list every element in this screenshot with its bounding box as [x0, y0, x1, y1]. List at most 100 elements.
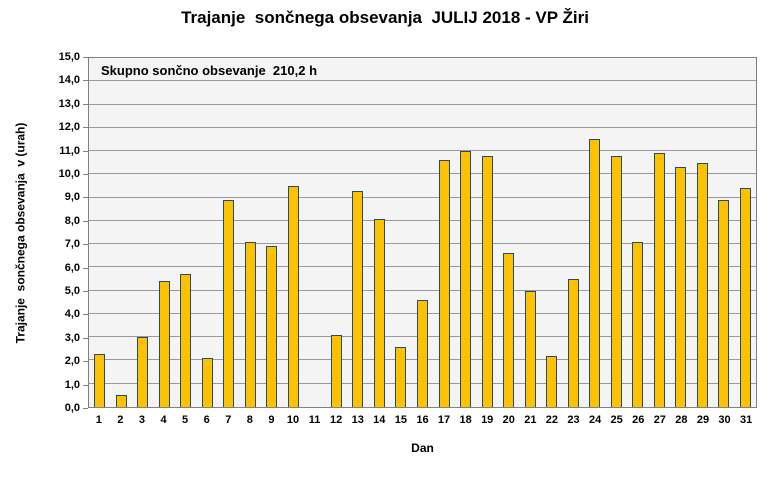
bar-slot-day-16	[412, 58, 434, 407]
gridline	[89, 219, 756, 221]
bar-day-6	[201, 358, 213, 407]
bar-slot-day-8	[240, 58, 262, 407]
bar-day-23	[567, 279, 579, 407]
gridline	[89, 243, 756, 245]
bar-day-29	[696, 162, 708, 407]
bar-slot-day-1	[89, 58, 111, 407]
x-tick-label: 23	[567, 414, 580, 426]
x-tick-label: 29	[696, 414, 710, 426]
bar-slot-day-3	[132, 58, 154, 407]
y-tick-mark	[83, 314, 88, 316]
bar-day-19	[481, 155, 493, 407]
y-tick-mark	[83, 291, 88, 292]
bar-slot-day-31	[734, 58, 756, 407]
y-tick-label: 12,0	[58, 121, 80, 134]
bar-day-5	[180, 274, 192, 407]
y-tick-label: 4,0	[64, 308, 80, 321]
bar-day-15	[395, 346, 407, 407]
bar-slot-day-26	[627, 58, 649, 407]
x-tick-label: 2	[117, 414, 124, 426]
bar-slot-day-14	[369, 58, 391, 407]
y-tick-label: 10,0	[58, 168, 80, 180]
y-tick-label: 14,0	[58, 74, 80, 87]
bar-day-31	[739, 188, 751, 407]
x-tick-label: 27	[653, 414, 666, 426]
x-tick-label: 30	[718, 414, 731, 426]
bar-day-25	[610, 155, 622, 407]
x-tick-label: 3	[138, 414, 145, 426]
x-tick-label: 4	[160, 414, 167, 426]
y-tick-mark	[83, 80, 88, 82]
y-axis-tick-marks	[83, 57, 88, 409]
y-axis-labels: 0,0 1,0 2,0 3,0 4,0 5,0 6,0 7,0 8,0 9,0 10,0 11,0 12…	[0, 51, 80, 414]
bar-slot-day-15	[390, 58, 412, 407]
gridline	[89, 289, 756, 291]
y-tick-label: 11,0	[59, 144, 80, 157]
y-tick-label: 5,0	[64, 285, 80, 297]
bar-slot-day-6	[197, 58, 219, 407]
bar-slot-day-29	[691, 58, 713, 407]
y-tick-mark	[83, 384, 88, 386]
y-tick-mark	[83, 150, 88, 152]
bar-slot-day-22	[541, 58, 563, 407]
gridline	[89, 196, 756, 198]
x-tick-label: 10	[286, 414, 300, 426]
bar-slot-day-25	[605, 58, 627, 407]
bar-day-27	[653, 153, 665, 407]
y-tick-label: 8,0	[64, 214, 80, 227]
bar-day-26	[632, 241, 644, 407]
y-tick-mark	[83, 197, 88, 199]
bar-slot-day-5	[175, 58, 197, 407]
bar-day-1	[94, 353, 106, 407]
y-tick-label: 6,0	[64, 261, 80, 274]
x-tick-label: 11	[308, 414, 321, 426]
x-tick-label: 14	[373, 414, 386, 426]
bar-day-20	[503, 253, 515, 407]
bar-slot-day-30	[713, 58, 735, 407]
y-tick-label: 2,0	[64, 355, 80, 368]
bar-day-4	[158, 281, 170, 407]
y-tick-mark	[83, 174, 88, 175]
y-tick-label: 1,0	[64, 378, 80, 391]
bar-slot-day-4	[154, 58, 176, 407]
y-tick-mark	[83, 337, 88, 339]
y-tick-mark	[83, 103, 88, 105]
x-tick-label: 5	[182, 414, 189, 426]
total-annotation: Skupno sončno obsevanje 210,2 h	[101, 63, 318, 78]
bar-slot-day-2	[111, 58, 133, 407]
y-tick-mark	[83, 408, 88, 409]
bar-slot-day-19	[476, 58, 498, 407]
x-tick-label: 25	[610, 414, 623, 426]
y-tick-mark	[83, 267, 88, 269]
y-tick-mark	[83, 244, 88, 246]
y-tick-mark	[83, 57, 88, 58]
x-axis-title: Dan	[411, 441, 434, 455]
x-tick-label: 19	[481, 414, 494, 426]
bar-day-9	[266, 246, 278, 407]
bar-slot-day-21	[519, 58, 541, 407]
bar-day-30	[718, 199, 730, 407]
bar-day-16	[416, 299, 428, 407]
bar-day-17	[438, 160, 450, 407]
x-tick-label: 21	[524, 414, 537, 426]
y-tick-label: 0,0	[64, 402, 80, 414]
x-tick-label: 6	[203, 414, 210, 426]
bar-slot-day-9	[261, 58, 283, 407]
bar-slot-day-24	[584, 58, 606, 407]
x-tick-label: 1	[95, 414, 102, 426]
bar-slot-day-7	[218, 58, 240, 407]
y-tick-label: 7,0	[64, 238, 80, 251]
bar-day-21	[524, 290, 536, 407]
bar-day-22	[546, 355, 558, 407]
x-tick-label: 17	[437, 414, 451, 426]
y-tick-mark	[83, 220, 88, 222]
x-tick-label: 8	[246, 414, 253, 426]
bar-slot-day-18	[455, 58, 477, 407]
x-tick-label: 13	[351, 414, 364, 426]
bar-day-18	[460, 151, 472, 407]
y-tick-label: 15,0	[58, 51, 80, 63]
gridline	[89, 266, 756, 268]
bars-layer	[89, 58, 756, 407]
x-tick-label: 18	[459, 414, 472, 426]
bar-day-7	[223, 199, 235, 407]
